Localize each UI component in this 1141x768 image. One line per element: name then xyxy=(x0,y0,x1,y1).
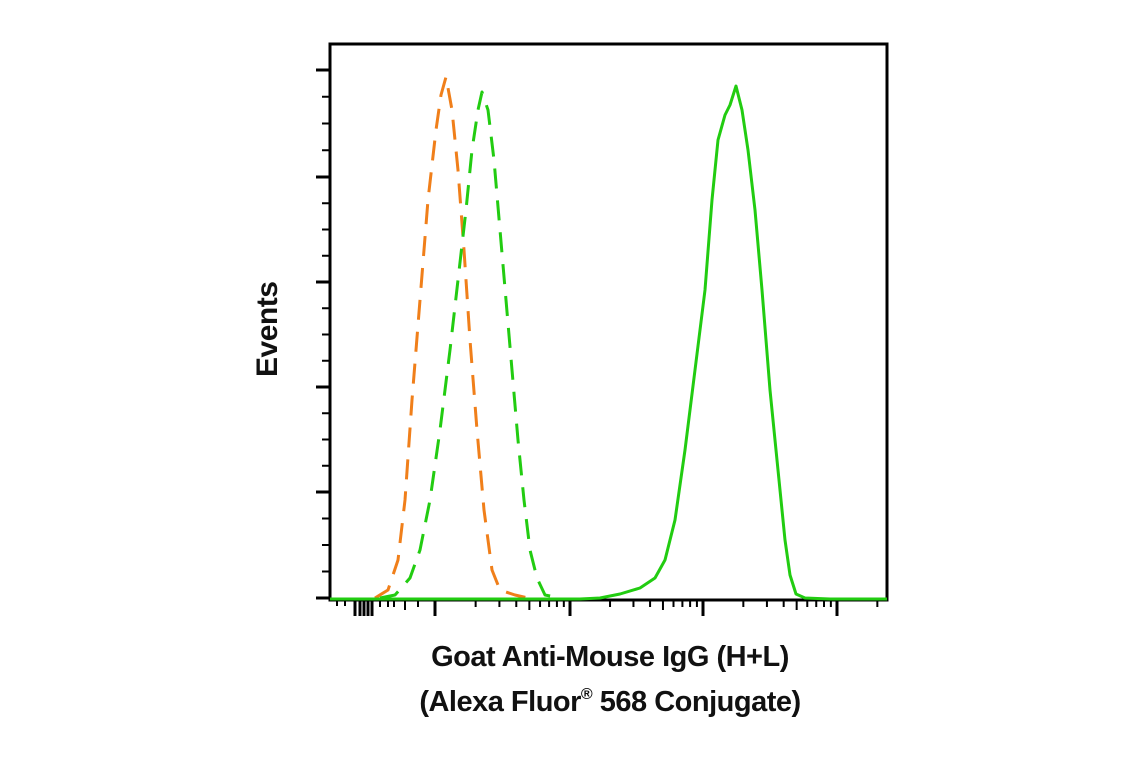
y-axis-label: Events xyxy=(251,281,284,377)
x-axis-ticks xyxy=(336,600,879,616)
histogram-series xyxy=(330,75,887,601)
series-orange-dashed xyxy=(374,75,529,600)
x-axis-label: Goat Anti-Mouse IgG (H+L) (Alexa Fluor® … xyxy=(330,638,890,721)
x-axis-label-line2: (Alexa Fluor® 568 Conjugate) xyxy=(419,686,801,718)
y-axis-ticks xyxy=(316,68,330,600)
registered-mark: ® xyxy=(580,686,593,703)
series-green-solid xyxy=(330,84,887,601)
x-axis-label-line1: Goat Anti-Mouse IgG (H+L) xyxy=(431,641,789,673)
plot-frame xyxy=(328,42,889,602)
series-green-dashed xyxy=(379,90,561,600)
